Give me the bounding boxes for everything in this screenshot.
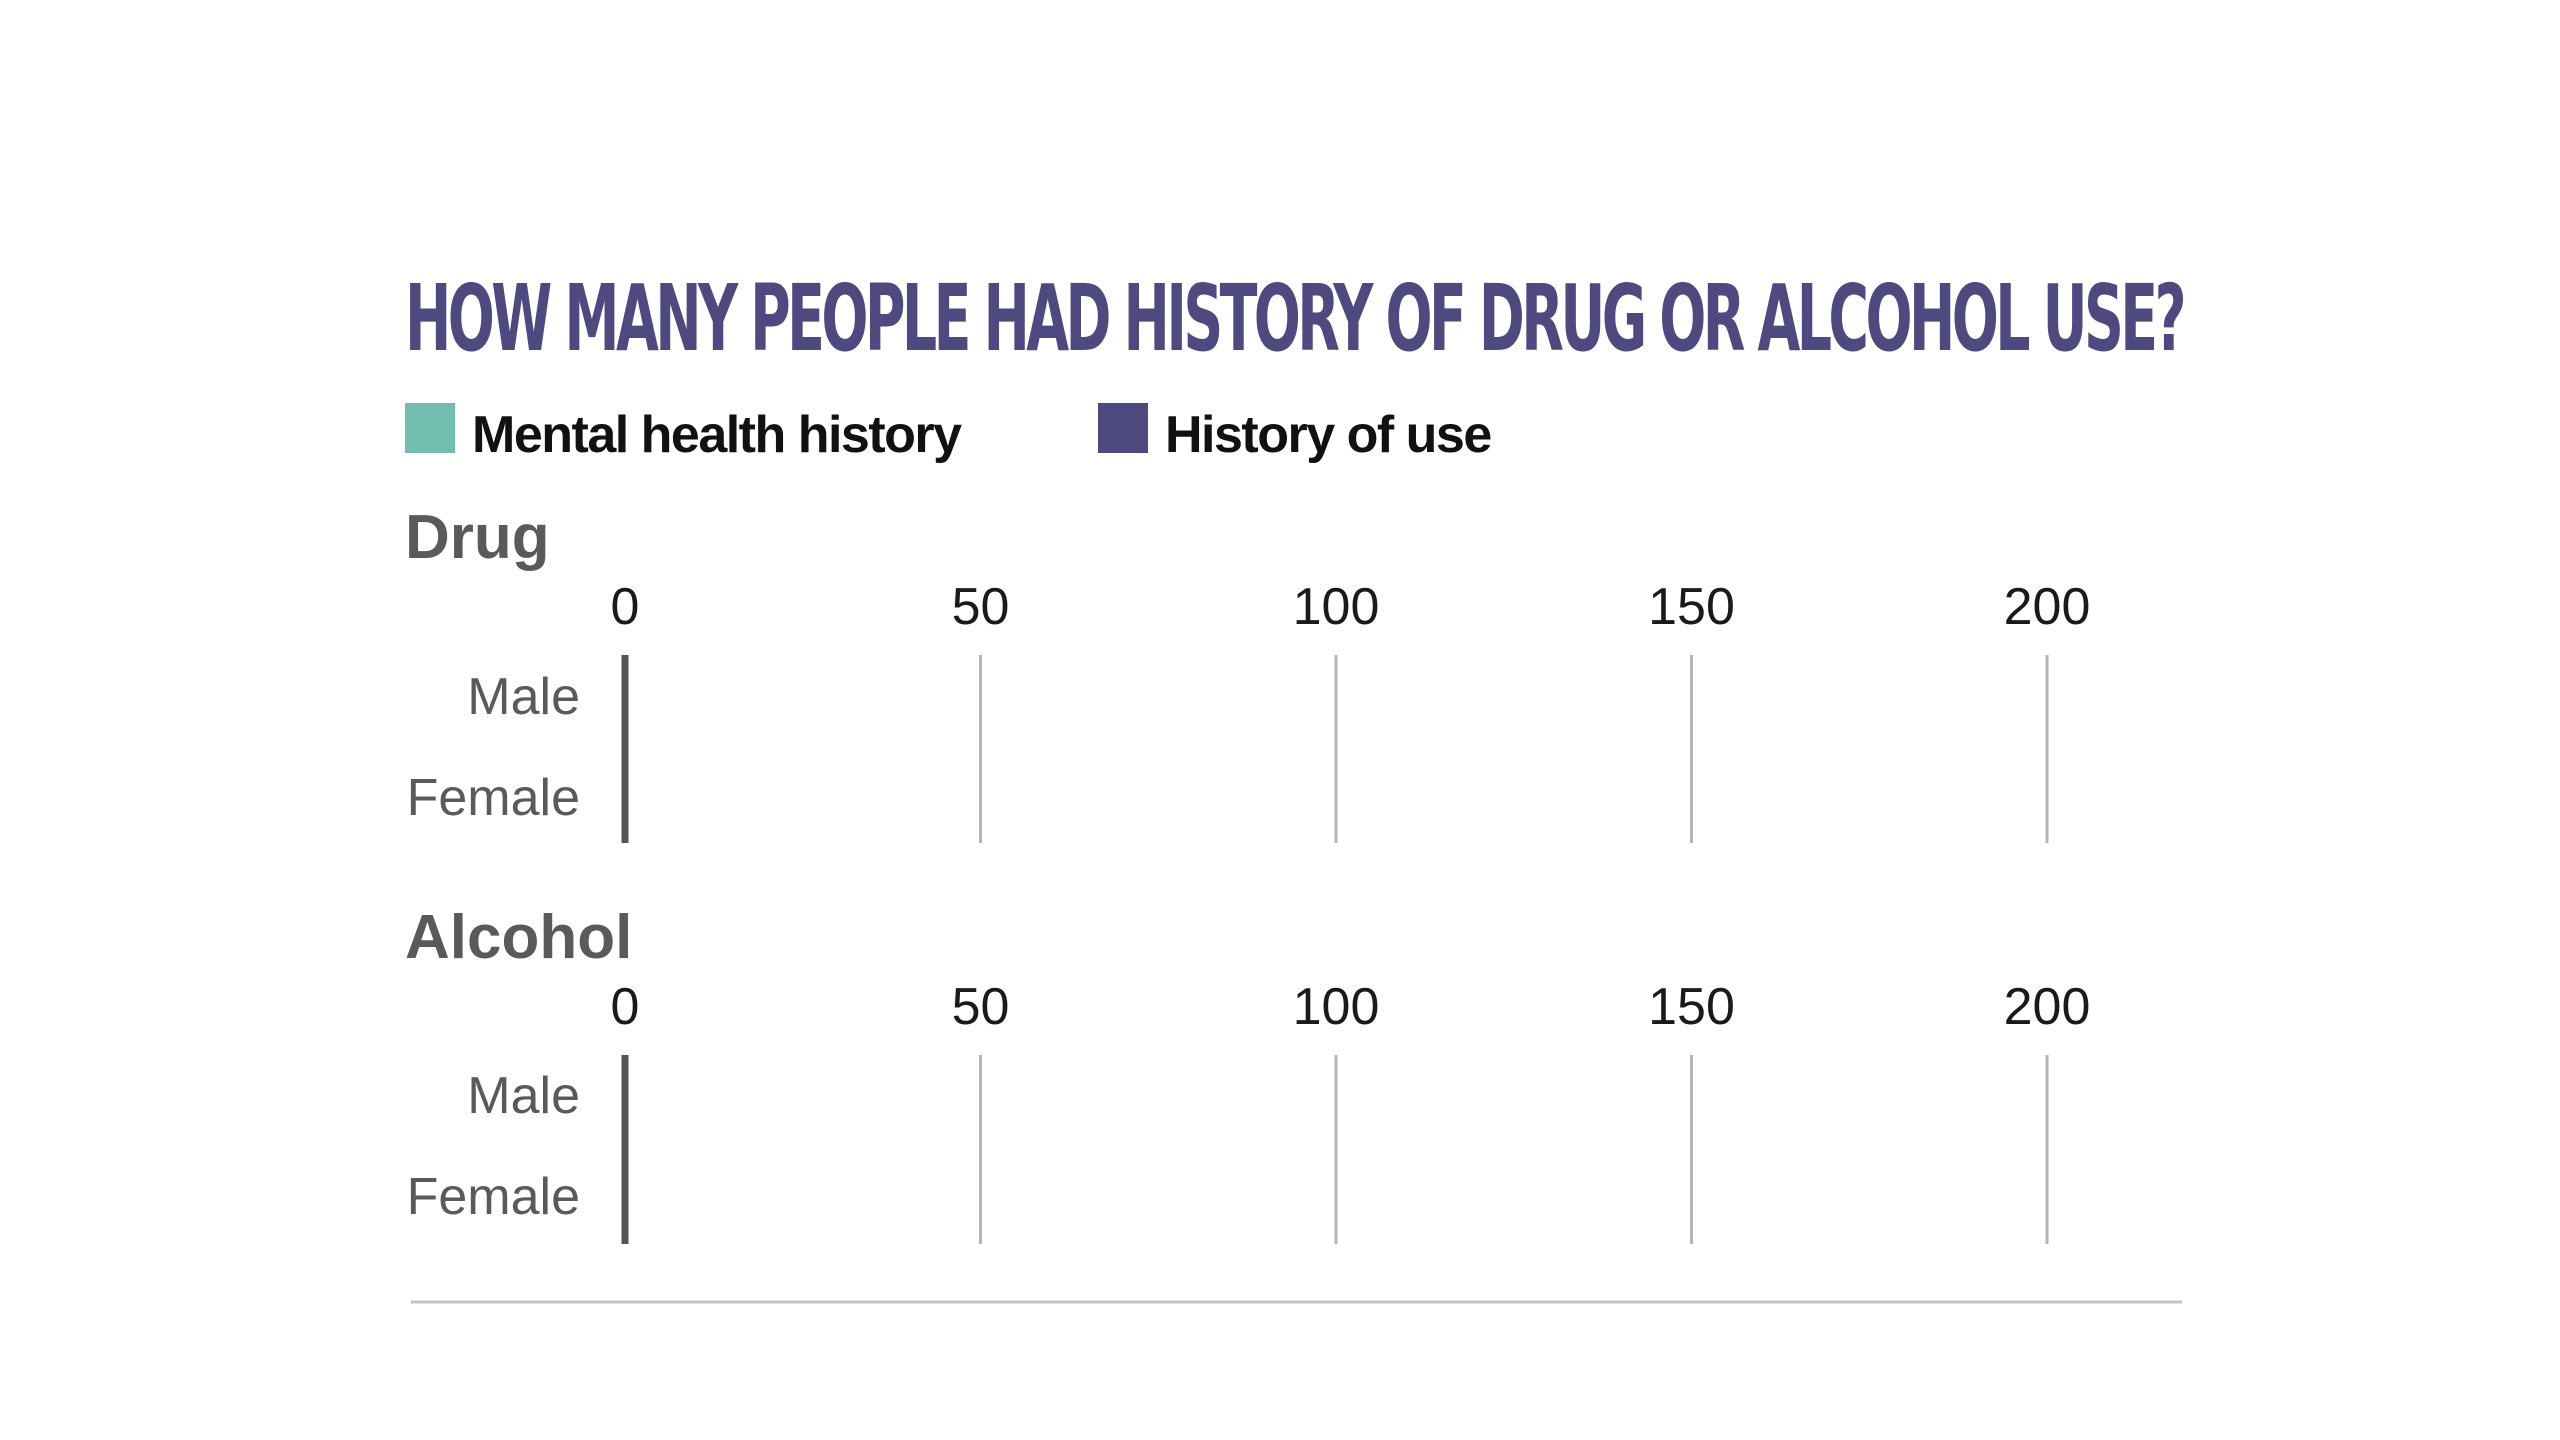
panel-title-drug: Drug (405, 503, 550, 572)
panel-title-alcohol: Alcohol (405, 903, 632, 972)
tick-label: 150 (1648, 978, 1735, 1036)
category-label-female: Female (407, 769, 580, 827)
category-label-female: Female (407, 1168, 580, 1226)
panel-drug: Drug 0 50 100 150 200 Male Female (405, 503, 2090, 843)
tick-label: 200 (2004, 978, 2091, 1036)
legend-swatch-history-of-use (1098, 403, 1148, 453)
legend-label-mental-health: Mental health history (472, 406, 962, 464)
tick-label: 50 (952, 578, 1010, 636)
chart-title: HOW MANY PEOPLE HAD HISTORY OF DRUG OR A… (405, 265, 2183, 372)
tick-label: 200 (2004, 578, 2091, 636)
tick-label: 100 (1293, 978, 1380, 1036)
category-label-male: Male (467, 668, 580, 726)
category-label-male: Male (467, 1067, 580, 1125)
tick-label: 100 (1293, 578, 1380, 636)
tick-label: 0 (611, 578, 640, 636)
legend: Mental health history History of use (405, 403, 1493, 464)
tick-label: 0 (611, 978, 640, 1036)
tick-label: 150 (1648, 578, 1735, 636)
tick-label: 50 (952, 978, 1010, 1036)
legend-label-history-of-use: History of use (1165, 406, 1491, 464)
panel-alcohol: Alcohol 0 50 100 150 200 Male Female (405, 903, 2090, 1244)
legend-swatch-mental-health (405, 403, 455, 453)
